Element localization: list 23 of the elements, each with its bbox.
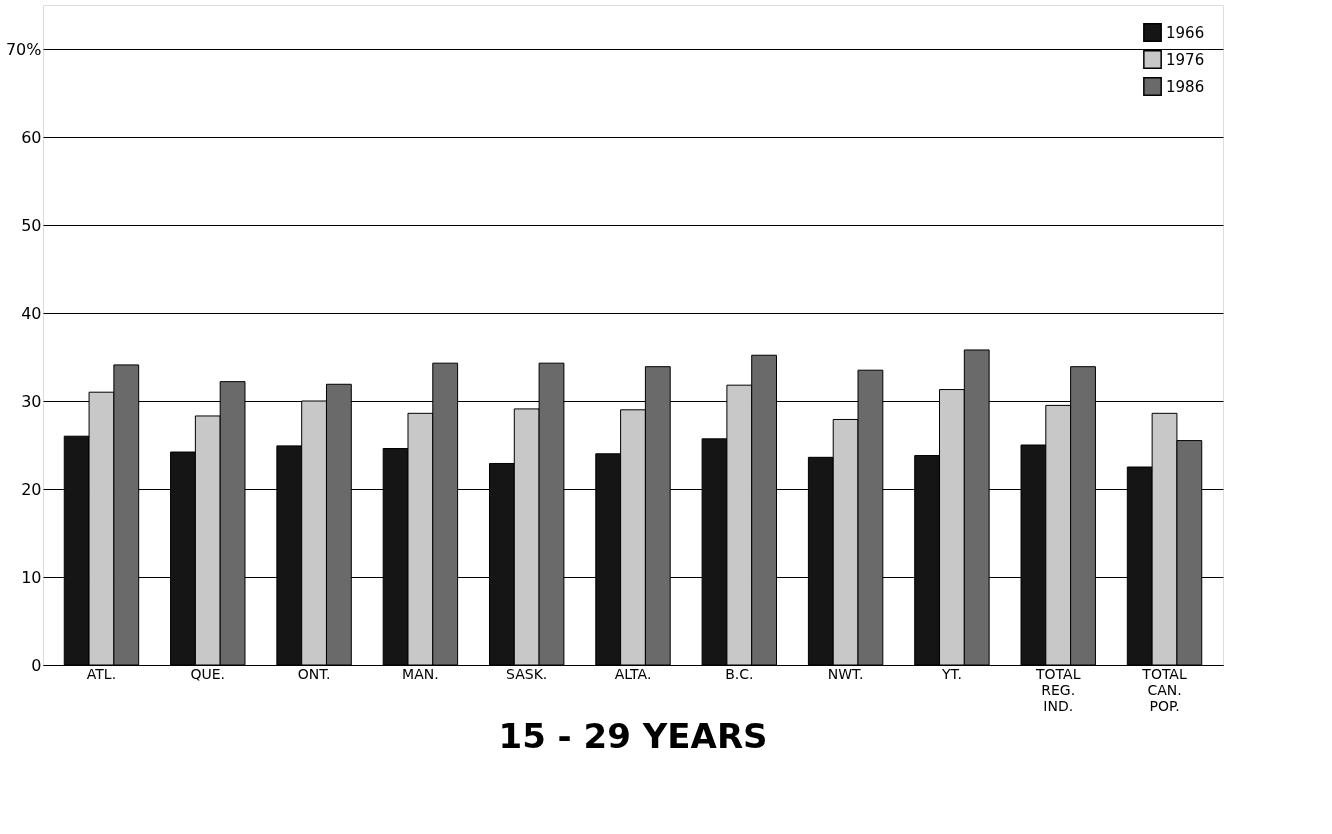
y-tick-label: 50 [21,215,42,235]
x-tick-label: ALTA. [614,665,652,682]
x-tick-label: TOTAL CAN. POP. [1141,665,1187,714]
legend-label: 1986 [1166,77,1205,96]
x-tick-label: TOTAL REG. IND. [1035,665,1081,714]
y-tick-label: 60 [21,127,42,147]
x-tick-label: MAN. [402,665,439,682]
x-tick-label: B.C. [725,665,754,682]
x-tick-label: NWT. [827,665,864,682]
x-tick-label: SASK. [506,665,548,682]
y-tick-label: 20 [21,479,42,499]
x-tick-label: ATL. [86,665,117,682]
text: 15 - 29 YEARS [498,716,768,756]
x-tick-label: YT. [940,665,962,682]
y-tick-label: 0 [31,655,42,675]
y-tick-label: 70% [5,39,42,59]
y-tick-label: 10 [21,567,42,587]
y-tick-label: 30 [21,391,42,411]
x-tick-label: ONT. [297,665,331,682]
x-tick-label: QUE. [190,665,226,682]
legend-label: 1966 [1166,23,1205,42]
legend-label: 1976 [1166,50,1205,69]
y-tick-label: 40 [21,303,42,323]
